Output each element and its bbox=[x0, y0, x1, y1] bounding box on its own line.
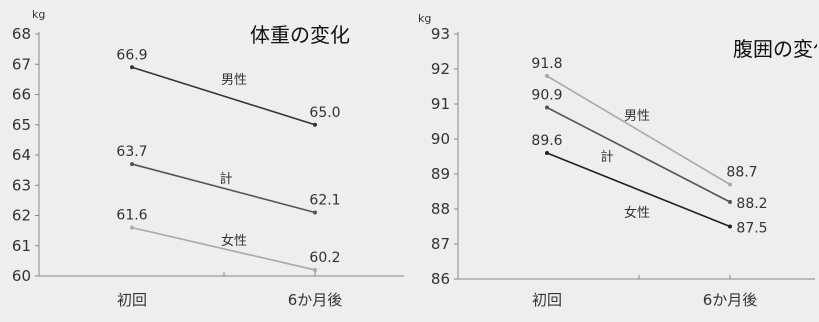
waist-y-tick-label: 86 bbox=[431, 270, 450, 288]
waist-unit-label: kg bbox=[418, 12, 431, 25]
weight-data-point bbox=[313, 267, 317, 272]
waist-y-tick-label: 92 bbox=[431, 60, 450, 78]
waist-data-label: 88.7 bbox=[726, 165, 757, 181]
weight-data-point bbox=[313, 122, 317, 127]
waist-x-tick-label: 6か月後 bbox=[703, 291, 758, 309]
waist-series-line bbox=[546, 75, 731, 186]
waist-data-label: 87.5 bbox=[736, 221, 767, 237]
weight-y-tick-label: 66 bbox=[12, 86, 31, 104]
waist-data-label: 90.9 bbox=[531, 88, 562, 104]
weight-chart: 60 61 62 63 64 65 66 67 68 初回 6か月後 kg 体重の変化 66.9 65.0 男… bbox=[12, 8, 404, 309]
weight-series-line bbox=[131, 66, 316, 126]
waist-series-label: 男性 bbox=[624, 109, 650, 124]
waist-data-label: 91.8 bbox=[531, 56, 562, 72]
waist-y-tick-label: 87 bbox=[431, 235, 450, 253]
weight-series-line bbox=[131, 163, 316, 214]
waist-series-label: 女性 bbox=[624, 205, 650, 221]
weight-data-label: 63.7 bbox=[116, 144, 147, 160]
waist-data-point bbox=[545, 74, 549, 78]
waist-y-tick-label: 88 bbox=[431, 200, 450, 218]
weight-data-point bbox=[130, 225, 134, 230]
weight-chart-panel: 60 61 62 63 64 65 66 67 68 初回 6か月後 kg 体重の変化 66.9 65.0 男… bbox=[2, 4, 406, 318]
waist-chart-panel: 86 87 88 89 90 91 92 93 初回 6か月後 kg 腹囲の変化 91.8 88.7 男性 9… bbox=[413, 4, 817, 318]
weight-data-label: 62.1 bbox=[309, 192, 340, 208]
weight-data-point bbox=[130, 162, 134, 167]
waist-y-tick-label: 89 bbox=[431, 165, 450, 183]
weight-series-line bbox=[131, 226, 316, 271]
weight-data-label: 60.2 bbox=[309, 250, 340, 266]
waist-data-point bbox=[728, 200, 732, 204]
waist-chart-title: 腹囲の変化 bbox=[733, 37, 817, 61]
waist-y-tick-label: 91 bbox=[431, 95, 450, 113]
weight-chart-title: 体重の変化 bbox=[250, 23, 350, 47]
waist-x-tick-label: 初回 bbox=[532, 291, 562, 309]
waist-data-label: 88.2 bbox=[736, 196, 767, 212]
waist-y-tick-label: 90 bbox=[431, 130, 450, 148]
waist-data-label: 89.6 bbox=[531, 133, 562, 149]
waist-series-line bbox=[546, 106, 731, 203]
weight-unit-label: kg bbox=[32, 8, 45, 21]
weight-x-tick-label: 初回 bbox=[117, 291, 147, 309]
weight-y-tick-label: 67 bbox=[12, 55, 31, 73]
weight-data-point bbox=[130, 65, 134, 70]
weight-x-tick-label: 6か月後 bbox=[288, 291, 343, 309]
weight-data-point bbox=[313, 210, 317, 215]
weight-y-tick-label: 68 bbox=[12, 25, 31, 43]
weight-series-label: 女性 bbox=[221, 233, 247, 249]
waist-data-point bbox=[545, 105, 549, 110]
weight-series-label: 計 bbox=[219, 171, 232, 187]
weight-y-tick-label: 63 bbox=[12, 176, 31, 194]
weight-y-tick-label: 60 bbox=[12, 267, 31, 285]
weight-series-label: 男性 bbox=[221, 73, 247, 88]
weight-y-tick-label: 64 bbox=[12, 146, 31, 164]
weight-y-tick-label: 61 bbox=[12, 237, 31, 255]
waist-data-point bbox=[545, 151, 549, 155]
waist-data-point bbox=[728, 182, 732, 187]
weight-y-tick-label: 62 bbox=[12, 207, 31, 225]
waist-data-point bbox=[728, 224, 732, 229]
weight-y-tick-label: 65 bbox=[12, 116, 31, 134]
weight-data-label: 61.6 bbox=[116, 208, 147, 224]
waist-series-line bbox=[546, 152, 731, 228]
weight-data-label: 66.9 bbox=[116, 47, 147, 63]
waist-series-label: 計 bbox=[600, 149, 613, 165]
weight-data-label: 65.0 bbox=[309, 105, 340, 121]
waist-y-tick-label: 93 bbox=[431, 25, 450, 43]
waist-chart: 86 87 88 89 90 91 92 93 初回 6か月後 kg 腹囲の変化 91.8 88.7 男性 9… bbox=[418, 12, 817, 309]
